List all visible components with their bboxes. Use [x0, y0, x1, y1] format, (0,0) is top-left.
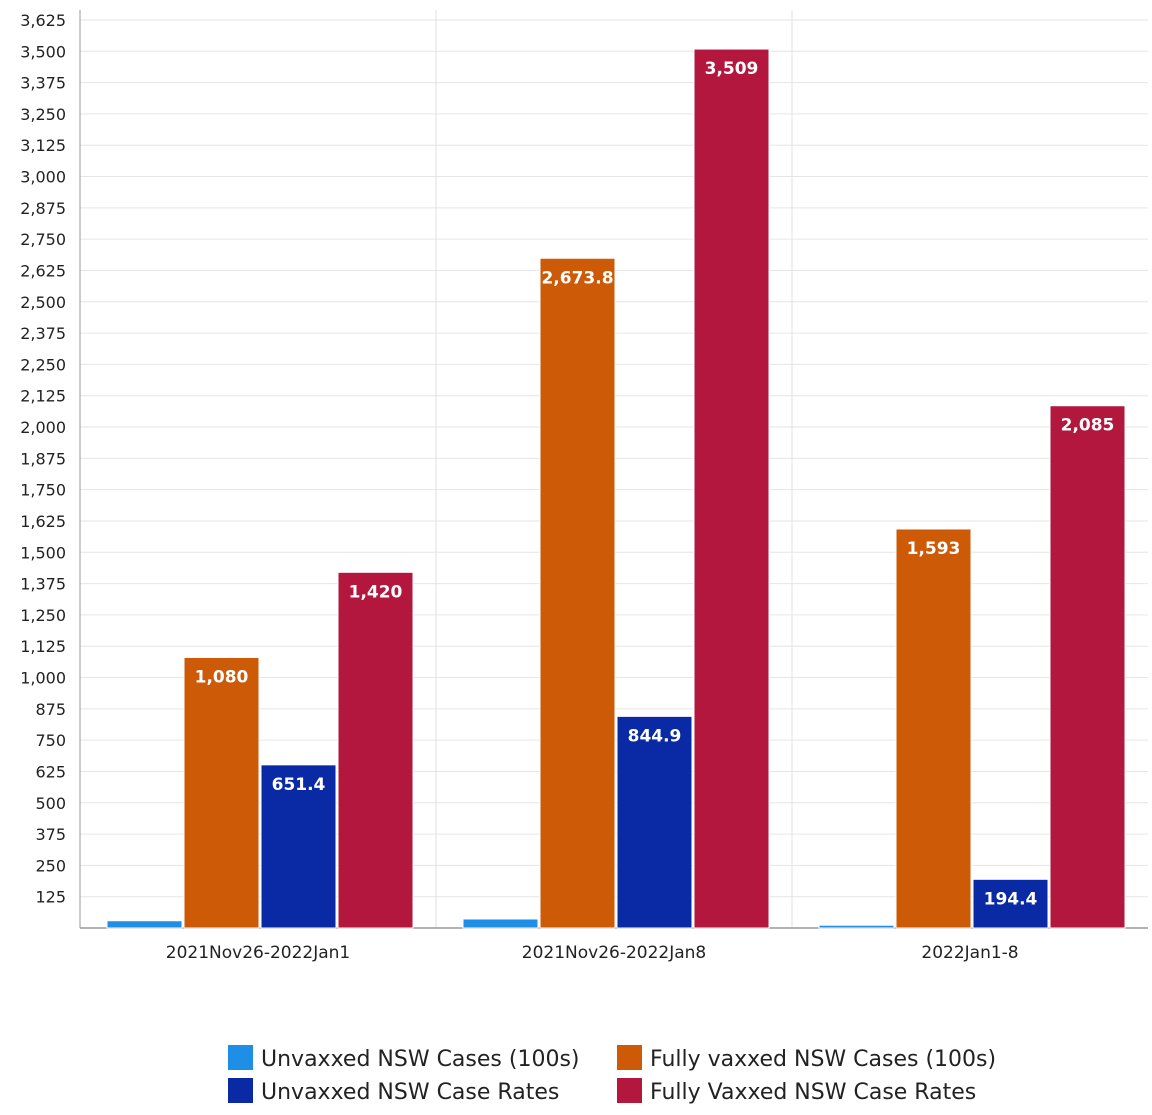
- data-label: 1,420: [349, 582, 403, 602]
- y-tick-label: 2,375: [20, 324, 66, 343]
- y-tick-label: 875: [35, 700, 66, 719]
- legend-swatch: [617, 1078, 642, 1103]
- y-tick-label: 1,000: [20, 669, 66, 688]
- legend-label: Fully vaxxed NSW Cases (100s): [650, 1047, 996, 1072]
- data-label: 651.4: [272, 775, 326, 795]
- data-label: 2,085: [1061, 416, 1115, 436]
- x-tick-label: 2022Jan1-8: [921, 943, 1018, 963]
- y-tick-label: 1,375: [20, 575, 66, 594]
- bar[interactable]: [895, 528, 972, 929]
- y-tick-label: 125: [35, 888, 66, 907]
- data-label: 844.9: [628, 726, 682, 746]
- y-tick-label: 375: [35, 825, 66, 844]
- legend-label: Unvaxxed NSW Cases (100s): [261, 1047, 579, 1072]
- legend-label: Fully Vaxxed NSW Case Rates: [650, 1080, 976, 1105]
- y-tick-label: 3,000: [20, 168, 66, 187]
- bar[interactable]: [260, 764, 337, 929]
- bar[interactable]: [462, 918, 539, 929]
- bar[interactable]: [972, 878, 1049, 929]
- y-tick-label: 1,625: [20, 512, 66, 531]
- bar[interactable]: [106, 920, 183, 929]
- bar[interactable]: [818, 924, 895, 929]
- y-tick-label: 1,875: [20, 449, 66, 468]
- x-tick-label: 2021Nov26-2022Jan8: [522, 943, 707, 963]
- y-tick-label: 1,500: [20, 543, 66, 562]
- y-tick-label: 3,500: [20, 42, 66, 61]
- y-tick-label: 1,250: [20, 606, 66, 625]
- y-tick-label: 250: [35, 856, 66, 875]
- x-tick-label: 2021Nov26-2022Jan1: [166, 943, 351, 963]
- y-tick-label: 625: [35, 762, 66, 781]
- y-tick-label: 500: [35, 794, 66, 813]
- y-tick-label: 1,750: [20, 481, 66, 500]
- y-tick-label: 2,625: [20, 261, 66, 280]
- data-label: 3,509: [705, 59, 759, 79]
- legend-swatch: [617, 1045, 642, 1070]
- bar[interactable]: [616, 715, 693, 929]
- y-tick-label: 2,750: [20, 230, 66, 249]
- legend-swatch: [228, 1045, 253, 1070]
- bar[interactable]: [337, 571, 414, 929]
- y-tick-label: 2,000: [20, 418, 66, 437]
- legend-swatch: [228, 1078, 253, 1103]
- legend-label: Unvaxxed NSW Case Rates: [261, 1080, 559, 1105]
- data-label: 1,593: [907, 539, 961, 559]
- bar[interactable]: [183, 656, 260, 929]
- y-tick-label: 2,250: [20, 355, 66, 374]
- y-tick-label: 3,125: [20, 136, 66, 155]
- y-tick-label: 2,125: [20, 387, 66, 406]
- bar[interactable]: [1049, 405, 1126, 929]
- bar[interactable]: [693, 48, 770, 929]
- y-tick-label: 2,500: [20, 293, 66, 312]
- y-tick-label: 3,625: [20, 11, 66, 30]
- data-label: 194.4: [984, 889, 1038, 909]
- y-tick-label: 2,875: [20, 199, 66, 218]
- y-tick-label: 3,250: [20, 105, 66, 124]
- y-tick-label: 3,375: [20, 74, 66, 93]
- data-label: 1,080: [195, 667, 249, 687]
- y-tick-label: 1,125: [20, 637, 66, 656]
- bar[interactable]: [539, 257, 616, 929]
- data-label: 2,673.8: [541, 268, 613, 288]
- y-tick-label: 750: [35, 731, 66, 750]
